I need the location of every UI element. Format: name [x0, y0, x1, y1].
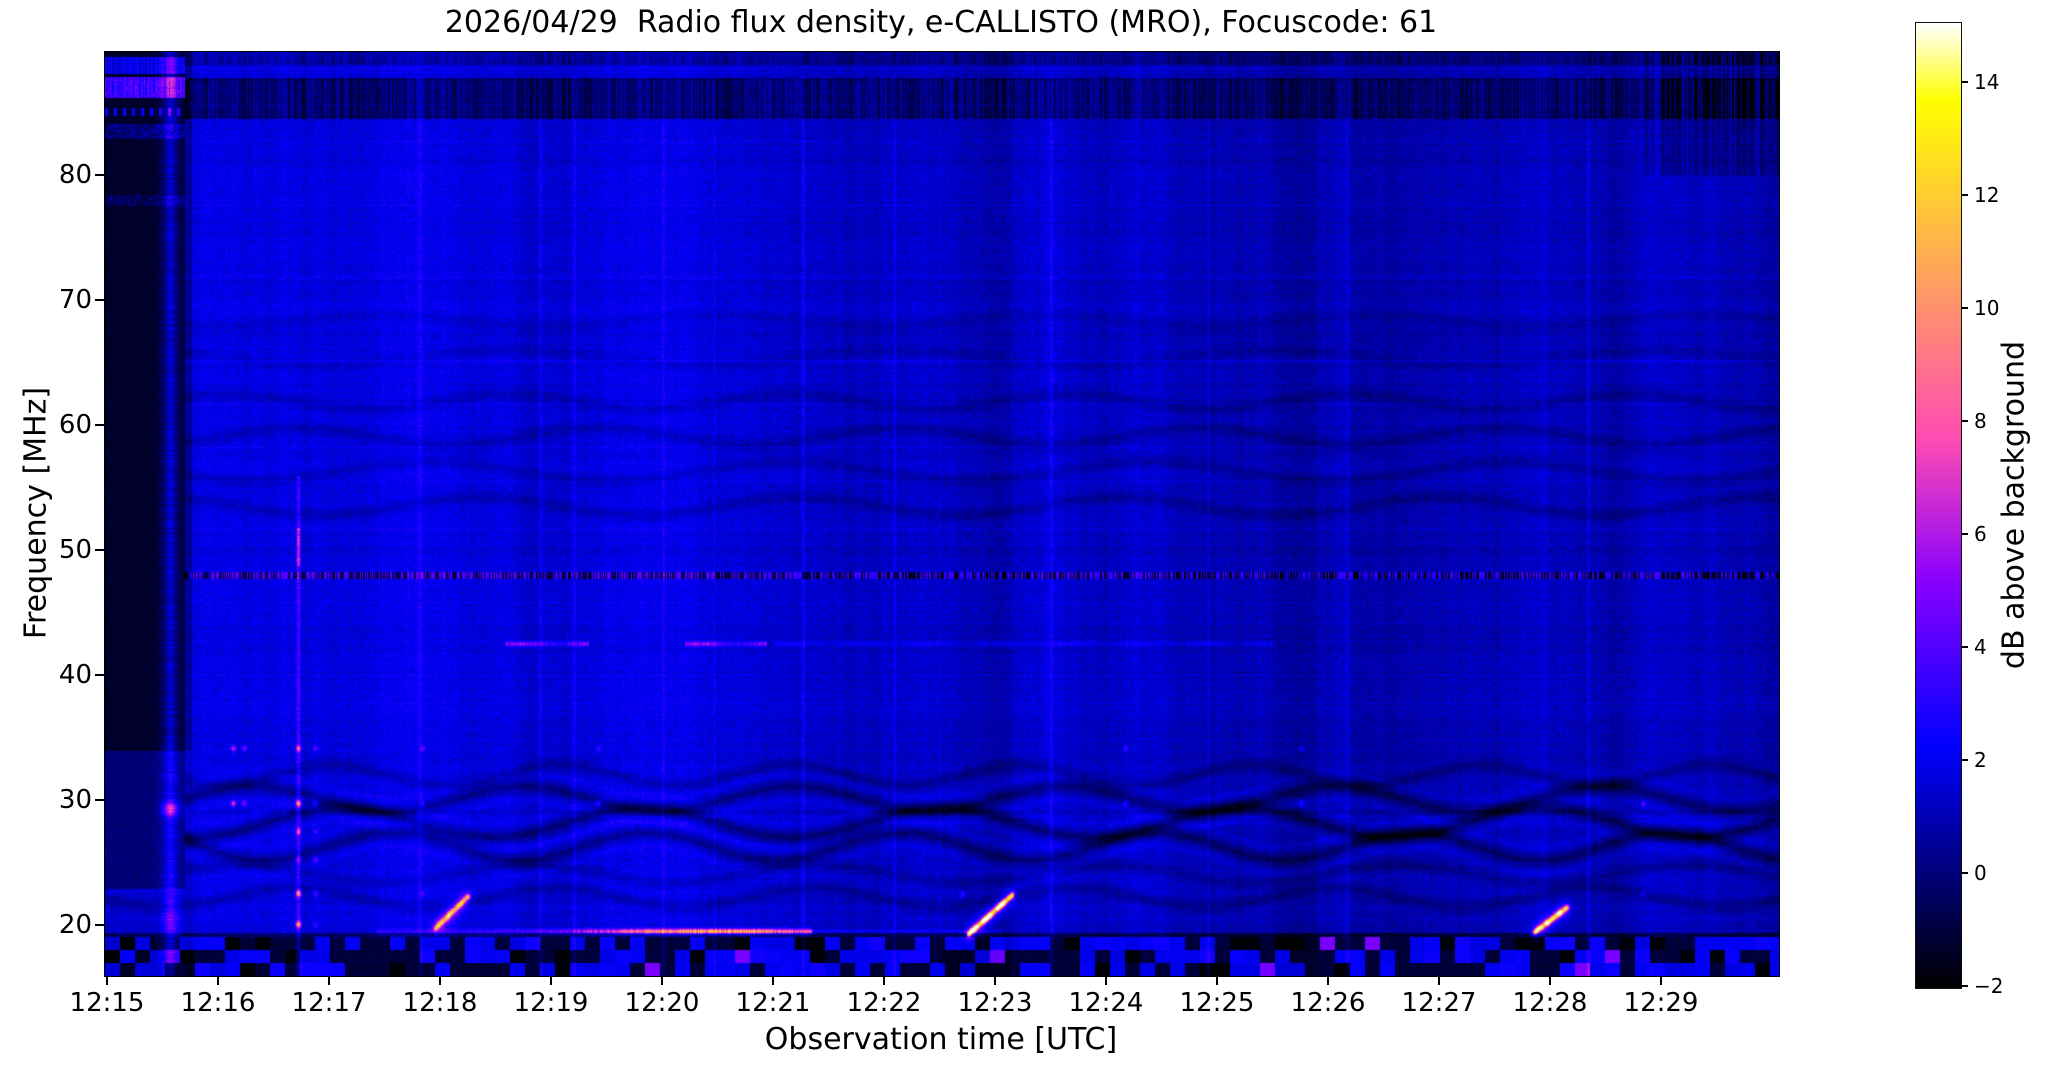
y-tick	[95, 674, 104, 676]
y-tick	[95, 799, 104, 801]
colorbar-tick-label: 2	[1974, 747, 1987, 772]
x-tick-label: 12:28	[1512, 988, 1588, 1018]
x-tick-label: 12:21	[735, 988, 811, 1018]
x-tick	[328, 976, 330, 985]
colorbar-tick-label: 8	[1974, 408, 1987, 433]
y-tick-label: 80	[58, 160, 92, 190]
y-tick	[95, 174, 104, 176]
colorbar-tick	[1961, 871, 1968, 874]
y-tick	[95, 299, 104, 301]
x-tick	[1549, 976, 1551, 985]
x-tick	[1660, 976, 1662, 985]
colorbar-tick	[1961, 984, 1968, 987]
colorbar-tick-label: 0	[1974, 860, 1987, 885]
x-tick-label: 12:27	[1401, 988, 1477, 1018]
y-axis-label: Frequency [MHz]	[18, 386, 54, 640]
y-tick-label: 20	[58, 910, 92, 940]
x-tick-label: 12:16	[180, 988, 256, 1018]
x-tick-label: 12:26	[1290, 988, 1366, 1018]
colorbar-tick-label: 6	[1974, 521, 1987, 546]
x-tick-label: 12:29	[1623, 988, 1699, 1018]
colorbar-label: dB above background	[1996, 340, 2032, 670]
x-tick	[1216, 976, 1218, 985]
y-tick-label: 60	[58, 410, 92, 440]
x-tick-label: 12:20	[624, 988, 700, 1018]
y-tick	[95, 424, 104, 426]
x-tick-label: 12:24	[1068, 988, 1144, 1018]
colorbar-tick-label: 4	[1974, 634, 1987, 659]
colorbar	[1915, 22, 1962, 989]
x-tick	[994, 976, 996, 985]
x-tick	[661, 976, 663, 985]
x-tick	[772, 976, 774, 985]
colorbar-tick	[1961, 645, 1968, 648]
colorbar-tick	[1961, 80, 1968, 83]
x-tick-label: 12:17	[291, 988, 367, 1018]
y-tick-label: 70	[58, 285, 92, 315]
colorbar-tick	[1961, 306, 1968, 309]
x-tick-label: 12:19	[513, 988, 589, 1018]
x-tick	[883, 976, 885, 985]
colorbar-tick-label: 14	[1974, 69, 2000, 94]
x-tick	[550, 976, 552, 985]
x-tick	[1327, 976, 1329, 985]
y-tick	[95, 549, 104, 551]
y-tick-label: 30	[58, 785, 92, 815]
x-tick-label: 12:15	[69, 988, 145, 1018]
x-tick-label: 12:22	[846, 988, 922, 1018]
colorbar-tick-label: −2	[1974, 973, 2004, 998]
colorbar-tick	[1961, 758, 1968, 761]
colorbar-tick-label: 10	[1974, 295, 2000, 320]
y-tick-label: 40	[58, 660, 92, 690]
x-tick-label: 12:25	[1179, 988, 1255, 1018]
x-axis-label: Observation time [UTC]	[764, 1022, 1118, 1057]
x-tick	[439, 976, 441, 985]
y-tick-label: 50	[58, 535, 92, 565]
colorbar-tick	[1961, 532, 1968, 535]
chart-title: 2026/04/29 Radio flux density, e-CALLIST…	[444, 5, 1438, 40]
colorbar-tick	[1961, 419, 1968, 422]
x-tick	[217, 976, 219, 985]
x-tick	[1438, 976, 1440, 985]
colorbar-tick	[1961, 193, 1968, 196]
spectrogram-image	[105, 52, 1779, 976]
x-tick-label: 12:23	[957, 988, 1033, 1018]
y-tick	[95, 924, 104, 926]
plot-area	[104, 51, 1780, 977]
x-tick	[106, 976, 108, 985]
x-tick	[1105, 976, 1107, 985]
colorbar-gradient	[1916, 23, 1961, 988]
x-tick-label: 12:18	[402, 988, 478, 1018]
colorbar-tick-label: 12	[1974, 182, 2000, 207]
